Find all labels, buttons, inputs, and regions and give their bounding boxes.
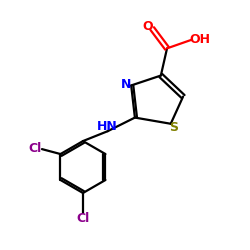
Text: Cl: Cl bbox=[28, 142, 42, 154]
Text: O: O bbox=[142, 20, 153, 32]
Text: N: N bbox=[121, 78, 132, 91]
Text: S: S bbox=[169, 122, 178, 134]
Text: Cl: Cl bbox=[76, 212, 90, 225]
Text: OH: OH bbox=[189, 33, 210, 46]
Text: HN: HN bbox=[97, 120, 118, 133]
